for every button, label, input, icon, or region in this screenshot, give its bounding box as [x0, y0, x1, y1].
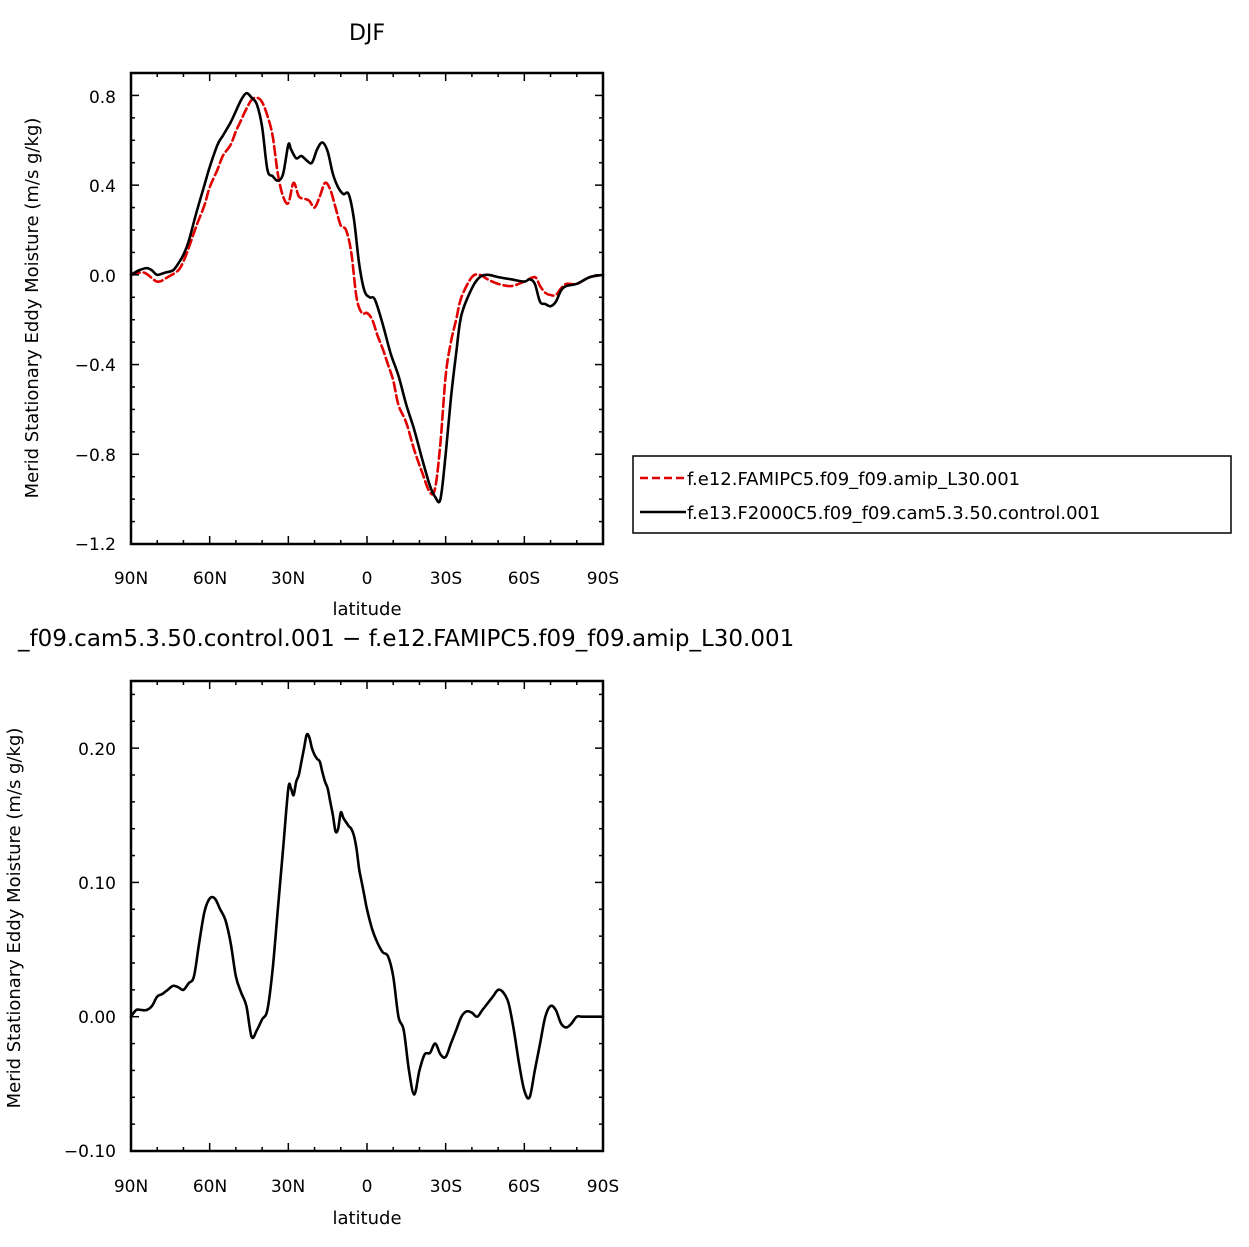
bottom-chart: _f09.cam5.3.50.control.001 − f.e12.FAMIP… — [4, 626, 794, 1229]
x-tick-label: 90N — [114, 1177, 148, 1197]
y-tick-label: 0.00 — [78, 1008, 116, 1028]
x-tick-label: 60N — [193, 569, 227, 589]
top-chart-y-tick-labels: 0.8 0.4 0.0 −0.4 −0.8 −1.2 — [75, 88, 116, 555]
bottom-chart-series-layer — [129, 732, 605, 1100]
x-tick-label: 90S — [587, 1177, 619, 1197]
top-chart-plot-frame — [129, 71, 605, 546]
series-line-1 — [129, 732, 605, 1100]
series-line-2 — [129, 91, 605, 504]
x-tick-label: 0 — [362, 569, 373, 589]
x-tick-label: 30S — [430, 569, 462, 589]
legend-box — [632, 455, 1232, 534]
top-chart-y-axis-label: Merid Stationary Eddy Moisture (m/s g/kg… — [22, 118, 43, 499]
bottom-chart-x-axis-label: latitude — [332, 1208, 401, 1229]
bottom-chart-y-axis-label: Merid Stationary Eddy Moisture (m/s g/kg… — [4, 728, 25, 1109]
y-tick-label: −0.10 — [64, 1142, 116, 1162]
x-tick-label: 60S — [508, 569, 540, 589]
top-chart-ticks-layer — [130, 72, 604, 545]
top-chart-title: DJF — [349, 21, 385, 46]
legend: f.e12.FAMIPC5.f09_f09.amip_L30.001 f.e13… — [632, 455, 1232, 534]
top-chart-series-layer — [129, 91, 605, 504]
legend-label: f.e12.FAMIPC5.f09_f09.amip_L30.001 — [687, 469, 1020, 490]
y-tick-label: 0.10 — [78, 874, 116, 894]
bottom-chart-x-tick-labels: 90N 60N 30N 0 30S 60S 90S — [114, 1177, 619, 1197]
y-tick-label: −1.2 — [75, 535, 116, 555]
x-tick-label: 30N — [271, 569, 305, 589]
bottom-chart-title: _f09.cam5.3.50.control.001 − f.e12.FAMIP… — [17, 626, 794, 652]
x-tick-label: 30S — [430, 1177, 462, 1197]
x-tick-label: 0 — [362, 1177, 373, 1197]
y-tick-label: 0.4 — [89, 177, 116, 197]
top-chart-x-tick-labels: 90N 60N 30N 0 30S 60S 90S — [114, 569, 619, 589]
y-tick-label: 0.20 — [78, 740, 116, 760]
x-tick-label: 60S — [508, 1177, 540, 1197]
y-tick-label: −0.4 — [75, 356, 116, 376]
x-tick-label: 30N — [271, 1177, 305, 1197]
top-chart: DJF 0.8 0.4 0.0 −0.4 −0.8 −1.2 90N 60N 3… — [22, 21, 1232, 620]
series-line-1 — [129, 96, 605, 496]
y-tick-label: 0.8 — [89, 88, 116, 108]
y-tick-label: 0.0 — [89, 267, 116, 287]
top-chart-x-axis-label: latitude — [332, 599, 401, 620]
legend-label: f.e13.F2000C5.f09_f09.cam5.3.50.control.… — [687, 503, 1100, 524]
x-tick-label: 90S — [587, 569, 619, 589]
y-tick-label: −0.8 — [75, 446, 116, 466]
bottom-chart-ticks-layer — [130, 681, 604, 1152]
x-tick-label: 90N — [114, 569, 148, 589]
bottom-chart-y-tick-labels: 0.20 0.10 0.00 −0.10 — [64, 740, 116, 1162]
x-tick-label: 60N — [193, 1177, 227, 1197]
